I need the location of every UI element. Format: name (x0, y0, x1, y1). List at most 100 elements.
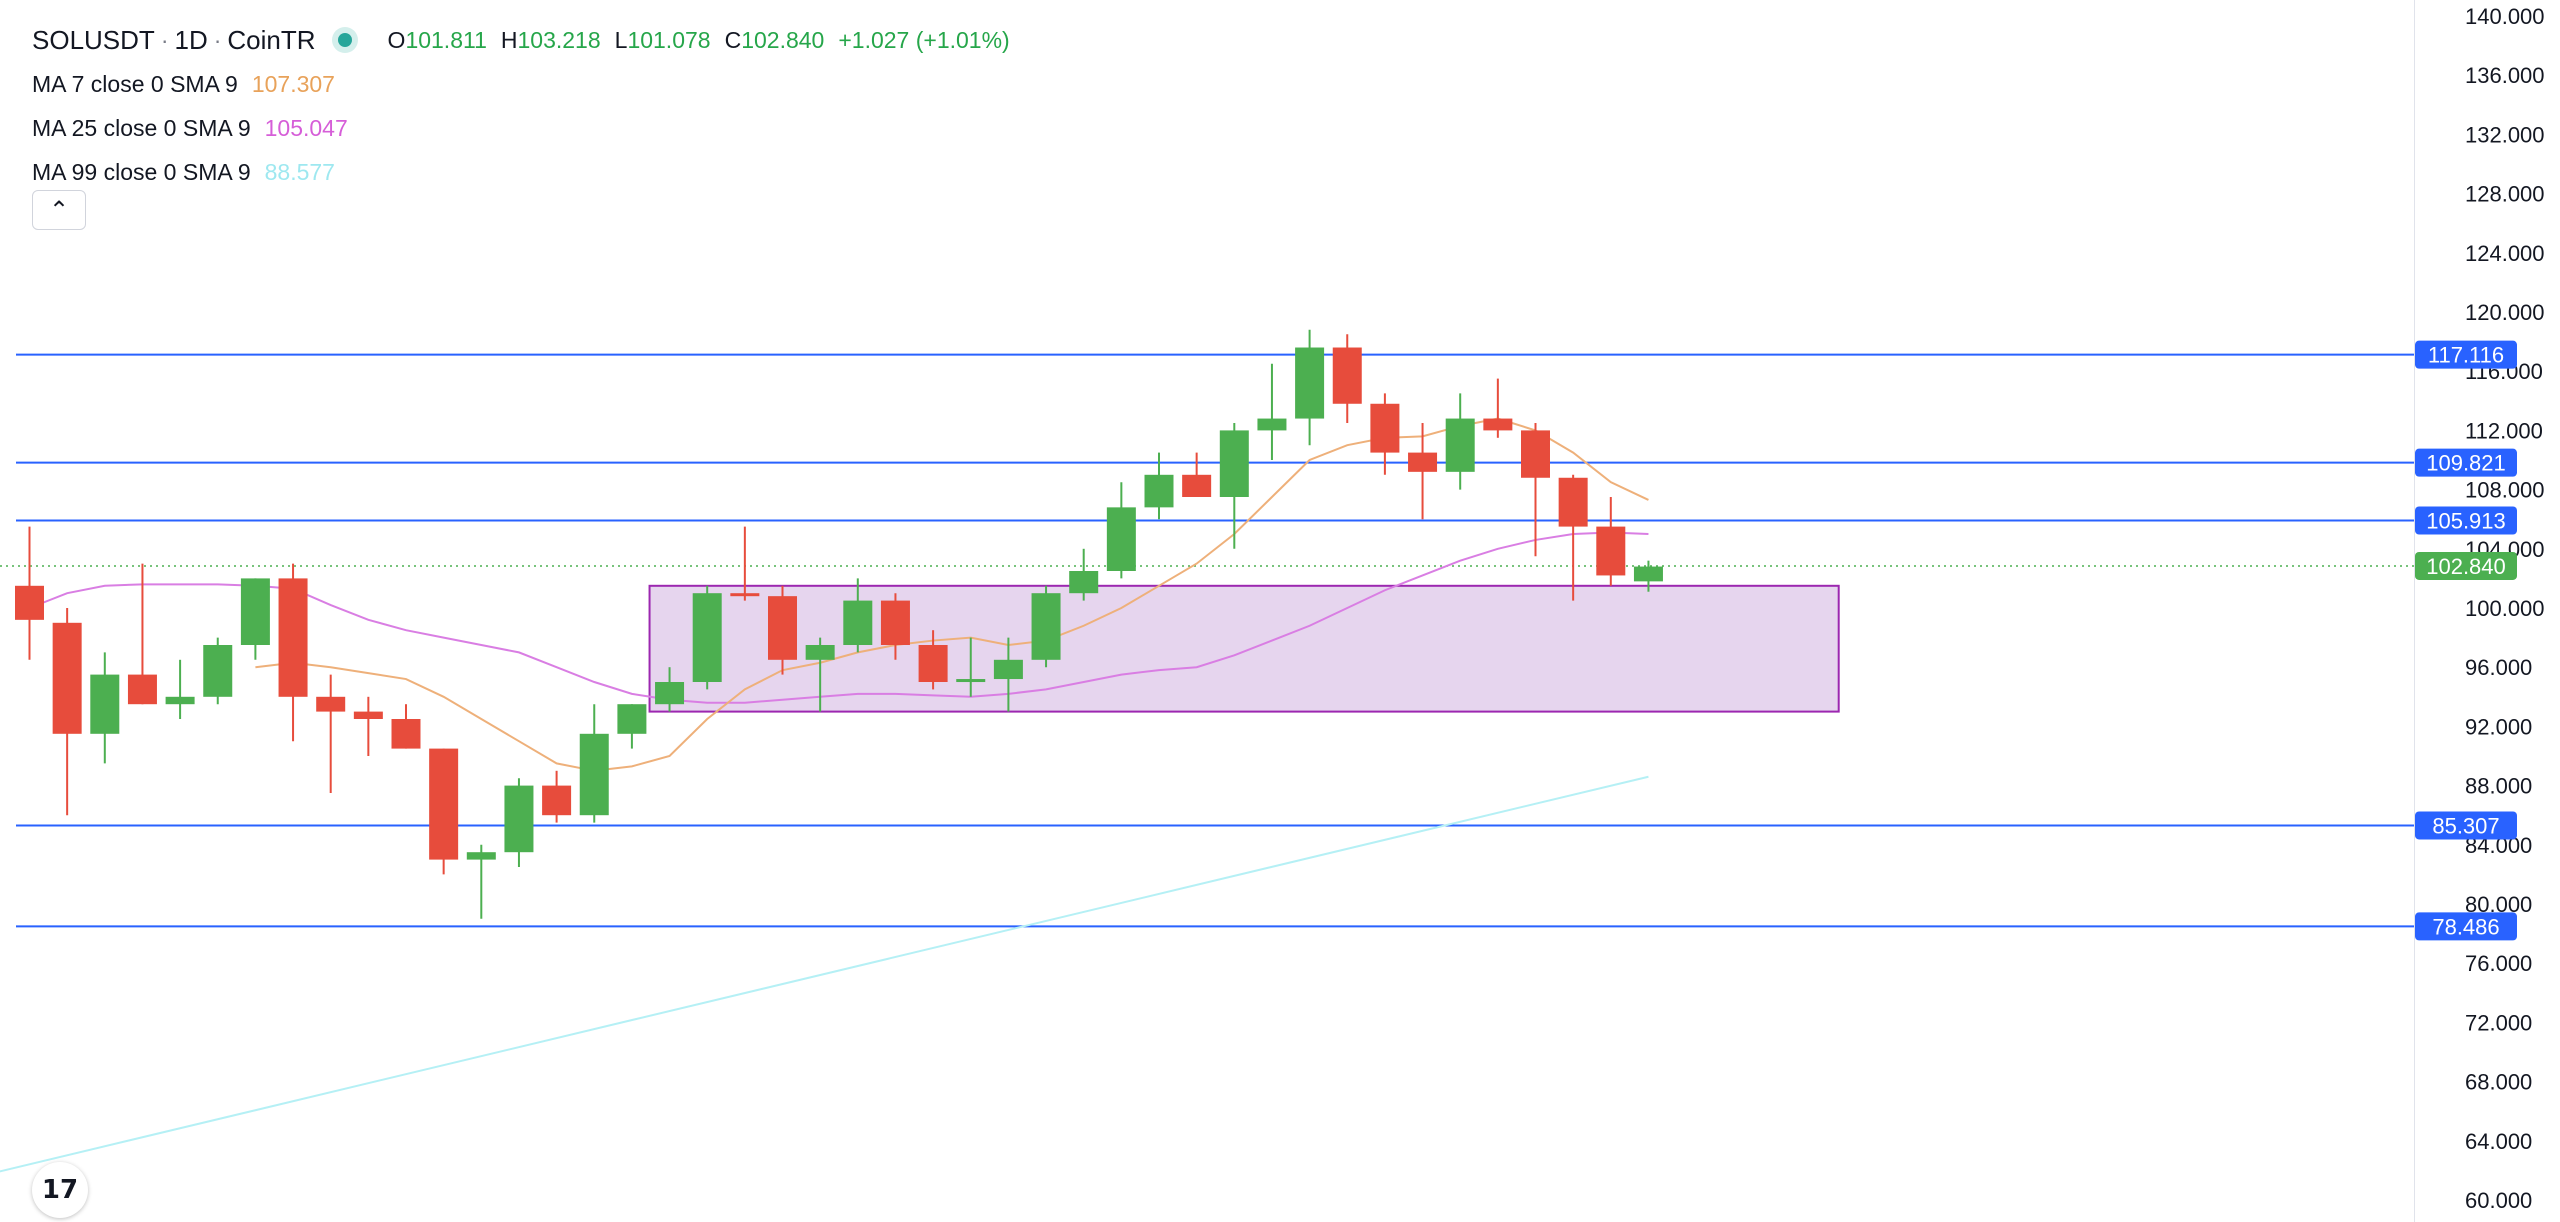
tradingview-logo[interactable]: 17 (32, 1162, 88, 1218)
candle-down (1182, 474, 1212, 497)
chart-area[interactable] (0, 0, 2415, 1222)
candle-up (843, 600, 873, 645)
ohlc-values: O101.811 H103.218 L101.078 C102.840 +1.0… (388, 27, 1010, 54)
candle-down (1408, 452, 1438, 472)
candle-up (1633, 566, 1663, 582)
candle-down (1596, 526, 1626, 576)
candle-down (353, 711, 383, 719)
candle-up (1069, 571, 1099, 594)
line-price-label-bg (2415, 811, 2517, 840)
candle-down (391, 719, 421, 749)
price-tick-label: 100.000 (2465, 596, 2545, 621)
candle-down (1521, 430, 1550, 478)
indicator-ma7[interactable]: MA 7 close 0 SMA 9 107.307 (32, 62, 1010, 106)
indicator-label: MA 25 close 0 SMA 9 (32, 114, 251, 141)
candle-down (768, 596, 797, 660)
candle-down (127, 674, 157, 705)
candle-down (1332, 347, 1362, 404)
line-price-label-bg (2415, 448, 2517, 477)
change-value: +1.027 (+1.01%) (838, 26, 1010, 53)
price-tick-label: 68.000 (2465, 1070, 2532, 1095)
candle-down (52, 622, 82, 734)
price-tick-label: 92.000 (2465, 714, 2532, 739)
price-tick-label: 96.000 (2465, 655, 2532, 680)
price-tick-label: 140.000 (2465, 4, 2545, 29)
low-value: 101.078 (627, 26, 711, 53)
price-tick-label: 64.000 (2465, 1129, 2532, 1154)
candle-up (165, 696, 195, 705)
candle-up (466, 852, 496, 860)
indicator-label: MA 99 close 0 SMA 9 (32, 158, 251, 185)
candle-up (1257, 418, 1287, 431)
candle-up (579, 733, 609, 816)
indicator-value: 107.307 (251, 70, 335, 97)
price-tick-label: 128.000 (2465, 182, 2545, 207)
low-key: L (614, 26, 628, 53)
chart-legend: SOLUSDT · 1D · CoinTR O101.811 H103.218 … (32, 18, 1010, 194)
ma7-line (255, 417, 1649, 772)
indicator-label: MA 7 close 0 SMA 9 (32, 70, 238, 97)
candle-up (956, 679, 986, 683)
candle-up (805, 645, 835, 660)
line-price-label: 109.821 (2426, 451, 2506, 476)
price-tick-label: 76.000 (2465, 951, 2532, 976)
candle-down (542, 785, 572, 816)
price-tick-label: 132.000 (2465, 122, 2545, 147)
candle-up (1031, 593, 1061, 660)
candle-down (1370, 403, 1400, 453)
candle-up (1219, 430, 1249, 497)
candle-up (1445, 418, 1475, 472)
candle-up (1144, 474, 1174, 508)
candle-up (504, 785, 534, 853)
candle-up (203, 645, 233, 697)
price-tick-label: 72.000 (2465, 1010, 2532, 1035)
price-tick-label: 108.000 (2465, 478, 2545, 503)
candle-down (15, 585, 44, 620)
line-price-label-bg (2415, 912, 2517, 941)
price-chart[interactable] (0, 0, 2415, 1222)
candle-up (993, 659, 1023, 680)
ma99-line (0, 775, 1649, 1173)
price-tick-label: 136.000 (2465, 63, 2545, 88)
high-key: H (500, 26, 518, 53)
collapse-legend-button[interactable]: ⌃ (32, 190, 86, 230)
candle-up (90, 674, 120, 734)
candle-up (1106, 507, 1136, 571)
candle-up (240, 578, 270, 645)
candle-up (692, 593, 722, 682)
candle-down (278, 578, 308, 697)
market-status-icon (337, 33, 352, 47)
symbol-row: SOLUSDT · 1D · CoinTR O101.811 H103.218 … (32, 24, 1010, 55)
line-price-label: 117.116 (2428, 343, 2504, 368)
indicator-value: 105.047 (264, 114, 348, 141)
exchange-label: CoinTR (227, 24, 316, 55)
price-tick-label: 88.000 (2465, 774, 2532, 799)
high-value: 103.218 (517, 26, 601, 53)
line-price-label-bg (2415, 340, 2517, 369)
price-scale-axis: 140.000 136.000 132.000 128.000 124.000 120.0… (2415, 4, 2545, 1213)
candle-up (1295, 347, 1325, 419)
candle-down (316, 696, 346, 712)
price-tick-label: 120.000 (2465, 300, 2545, 325)
price-scale[interactable]: 140.000 136.000 132.000 128.000 124.000 120.0… (2414, 0, 2560, 1222)
price-tick-label: 124.000 (2465, 241, 2545, 266)
chevron-up-icon: ⌃ (48, 196, 70, 224)
close-value: 102.840 (741, 26, 825, 53)
interval-label[interactable]: 1D (174, 24, 208, 55)
line-price-label: 85.307 (2432, 813, 2499, 838)
last-price-label: 102.840 (2426, 554, 2506, 579)
indicator-ma99[interactable]: MA 99 close 0 SMA 9 88.577 (32, 150, 1010, 194)
line-price-label: 105.913 (2426, 508, 2506, 533)
symbol-name[interactable]: SOLUSDT (32, 24, 155, 55)
candle-down (429, 748, 459, 860)
indicator-ma25[interactable]: MA 25 close 0 SMA 9 105.047 (32, 106, 1010, 150)
candle-down (1558, 477, 1588, 527)
open-key: O (387, 26, 406, 53)
close-key: C (724, 26, 742, 53)
candle-up (655, 682, 685, 705)
line-price-label: 78.486 (2432, 914, 2499, 939)
open-value: 101.811 (405, 26, 487, 53)
last-price-label-bg (2415, 551, 2517, 580)
candle-down (918, 645, 948, 682)
indicator-value: 88.577 (264, 158, 335, 185)
